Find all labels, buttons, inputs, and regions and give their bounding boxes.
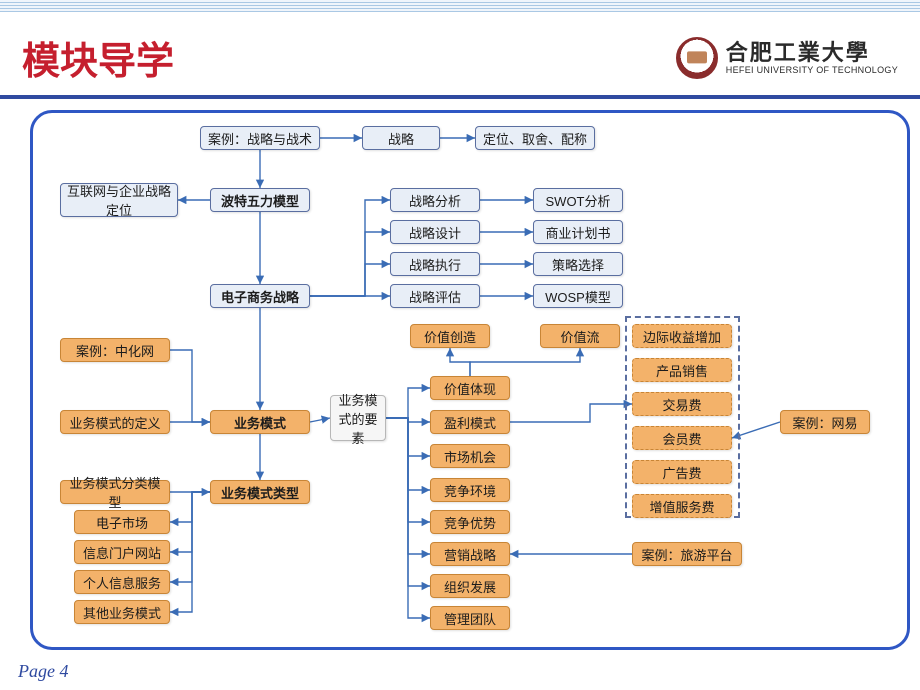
decorative-stripes xyxy=(0,0,920,12)
node-n_strat: 战略 xyxy=(362,126,440,150)
university-logo-icon xyxy=(676,37,718,79)
node-n_vas: 增值服务费 xyxy=(632,494,732,518)
header: 模块导学 合肥工業大學 HEFEI UNIVERSITY OF TECHNOLO… xyxy=(0,12,920,95)
node-n_case_ne: 案例：网易 xyxy=(780,410,870,434)
node-n_sa: 战略分析 xyxy=(390,188,480,212)
node-n_ms: 营销战略 xyxy=(430,542,510,566)
node-n_ecs: 电子商务战略 xyxy=(210,284,310,308)
node-n_case1: 案例：战略与战术 xyxy=(200,126,320,150)
node-n_net: 互联网与企业战略定位 xyxy=(60,183,178,217)
node-n_vc: 价值创造 xyxy=(410,324,490,348)
node-n_cadv: 竞争优势 xyxy=(430,510,510,534)
node-n_se: 战略执行 xyxy=(390,252,480,276)
node-n_portal: 信息门户网站 xyxy=(74,540,170,564)
node-n_cenv: 竞争环境 xyxy=(430,478,510,502)
node-n_def: 业务模式的定义 xyxy=(60,410,170,434)
node-n_case_tr: 案例：旅游平台 xyxy=(632,542,742,566)
node-n_bmt: 业务模式类型 xyxy=(210,480,310,504)
university-name-cn: 合肥工業大學 xyxy=(726,40,898,65)
node-n_sd: 战略设计 xyxy=(390,220,480,244)
node-n_bm: 业务模式 xyxy=(210,410,310,434)
node-n_elem: 业务模式的要素 xyxy=(330,395,386,441)
node-n_other: 其他业务模式 xyxy=(74,600,170,624)
node-n_case_zh: 案例：中化网 xyxy=(60,338,170,362)
university-name-en: HEFEI UNIVERSITY OF TECHNOLOGY xyxy=(726,65,898,75)
node-n_em: 电子市场 xyxy=(74,510,170,534)
node-n_afee: 广告费 xyxy=(632,460,732,484)
page-title: 模块导学 xyxy=(22,30,174,85)
node-n_bp: 商业计划书 xyxy=(533,220,623,244)
node-n_mo: 市场机会 xyxy=(430,444,510,468)
node-n_wosp: WOSP模型 xyxy=(533,284,623,308)
node-n_pm: 盈利模式 xyxy=(430,410,510,434)
diagram-container: 案例：战略与战术 战略 定位、取舍、配称互联网与企业战略定位 波特五力模型 战略分析战略… xyxy=(30,110,910,650)
node-n_psale: 产品销售 xyxy=(632,358,732,382)
node-n_pos: 定位、取舍、配称 xyxy=(475,126,595,150)
node-n_model: 业务模式分类模型 xyxy=(60,480,170,504)
node-n_sv: 战略评估 xyxy=(390,284,480,308)
node-n_porter: 波特五力模型 xyxy=(210,188,310,212)
node-n_vf: 价值流 xyxy=(540,324,620,348)
node-n_mrev: 边际收益增加 xyxy=(632,324,732,348)
node-n_cs: 策略选择 xyxy=(533,252,623,276)
page-number: Page 4 xyxy=(18,661,68,682)
node-n_mfee: 会员费 xyxy=(632,426,732,450)
node-n_swot: SWOT分析 xyxy=(533,188,623,212)
node-n_team: 管理团队 xyxy=(430,606,510,630)
node-n_pis: 个人信息服务 xyxy=(74,570,170,594)
university-badge: 合肥工業大學 HEFEI UNIVERSITY OF TECHNOLOGY xyxy=(676,37,898,79)
node-n_tfee: 交易费 xyxy=(632,392,732,416)
header-divider xyxy=(0,95,920,99)
node-n_vrep: 价值体现 xyxy=(430,376,510,400)
node-n_od: 组织发展 xyxy=(430,574,510,598)
